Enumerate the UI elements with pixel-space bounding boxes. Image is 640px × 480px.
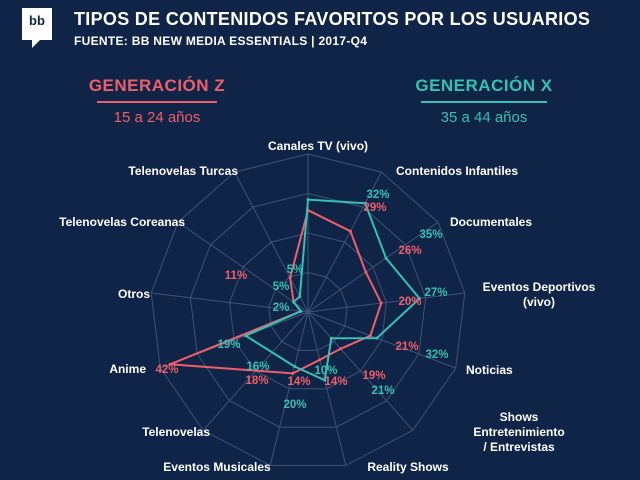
legend-gen-z-underline <box>97 101 217 103</box>
legend-gen-x-underline <box>421 101 547 103</box>
series-gen-z-point <box>168 362 172 366</box>
series-gen-x-point <box>306 198 310 202</box>
value-label-gen-z: 14% <box>324 376 347 388</box>
category-label: Anime <box>109 362 146 376</box>
series-gen-x-point <box>418 297 421 300</box>
grid-ring-1 <box>268 271 348 351</box>
series-gen-z-point <box>339 347 343 351</box>
legend-gen-x-age: 35 a 44 años <box>440 109 528 126</box>
series-gen-z-point <box>291 371 295 375</box>
category-label: Telenovelas <box>142 425 210 439</box>
series-gen-x-point <box>363 201 367 205</box>
value-label-gen-x: 19% <box>217 339 240 351</box>
series-gen-x-point <box>329 336 333 340</box>
radar-series <box>168 198 421 382</box>
value-label-gen-x: 5% <box>273 281 290 293</box>
series-gen-x-point <box>299 309 303 313</box>
grid-spoke <box>177 221 309 313</box>
value-label-gen-x: 10% <box>314 365 337 377</box>
category-label: Canales TV (vivo) <box>268 139 368 153</box>
series-gen-z-point <box>318 358 322 362</box>
grid-spoke <box>307 311 414 431</box>
value-label-gen-z: 20% <box>398 296 421 308</box>
grid-spoke <box>234 171 309 313</box>
series-gen-x-point <box>375 336 379 340</box>
grid-spoke <box>151 292 309 313</box>
category-label: Telenovelas Coreanas <box>59 215 185 229</box>
series-gen-x-point <box>298 295 302 298</box>
value-label-gen-x: 35% <box>419 229 442 241</box>
value-label-gen-x: 20% <box>283 399 306 411</box>
grid-ring-4 <box>150 153 466 466</box>
value-label-gen-z: 11% <box>225 270 247 282</box>
series-gen-z-point <box>288 276 292 280</box>
grid-spoke <box>307 171 382 313</box>
series-gen-x-point <box>384 256 388 260</box>
value-label-gen-x: 21% <box>371 385 394 397</box>
series-gen-x-point <box>292 300 296 304</box>
page-title: TIPOS DE CONTENIDOS FAVORITOS POR LOS US… <box>74 9 591 29</box>
value-label-gen-z: 19% <box>362 370 385 382</box>
category-label: Noticias <box>466 363 513 377</box>
logo-text: bb <box>29 13 45 28</box>
legend-gen-z-age: 15 a 24 años <box>113 109 201 126</box>
series-gen-z-point <box>368 334 372 338</box>
legend-gen-z: GENERACIÓN Z 15 a 24 años <box>82 76 232 126</box>
category-label: Eventos Musicales <box>163 460 271 474</box>
value-label-gen-x: 16% <box>246 361 269 373</box>
grid-spoke <box>307 221 439 313</box>
series-gen-z-point <box>364 270 368 274</box>
category-label: Shows Entretenimiento / Entrevistas <box>473 410 564 454</box>
series-gen-z-point <box>379 301 383 305</box>
grid-spoke <box>307 311 347 466</box>
legend-gen-z-name: GENERACIÓN Z <box>88 76 226 95</box>
category-label: Reality Shows <box>367 460 449 474</box>
grid-ring-3 <box>189 192 427 428</box>
category-label: Otros <box>118 287 150 301</box>
grid-ring-2 <box>229 232 387 390</box>
category-label: Eventos Deportivos (vivo) <box>483 280 596 309</box>
grid-spoke <box>307 311 456 369</box>
value-label-gen-z: 18% <box>245 375 268 387</box>
radar-labels: Canales TV (vivo) Contenidos Infantiles Do… <box>59 139 596 474</box>
value-label-gen-z: 21% <box>395 341 418 353</box>
grid-spoke <box>307 292 465 313</box>
value-label-gen-x: 32% <box>425 349 448 361</box>
value-label-gen-x: 2% <box>273 302 290 314</box>
value-label-gen-z: 26% <box>398 245 421 257</box>
series-gen-x-point <box>323 378 327 382</box>
category-label: Telenovelas Turcas <box>128 164 238 178</box>
value-label-gen-z: 42% <box>155 364 178 376</box>
value-label-gen-z: 14% <box>287 376 310 388</box>
value-label-gen-x: 27% <box>424 287 447 299</box>
series-gen-x-point <box>244 334 248 338</box>
category-label: Documentales <box>450 215 532 229</box>
value-label-gen-x: 32% <box>366 189 389 201</box>
radar-grid <box>150 153 466 466</box>
value-label-gen-z: 29% <box>363 202 386 214</box>
source-subtitle: FUENTE: BB NEW MEDIA ESSENTIALS | 2017-Q… <box>74 34 368 48</box>
legend-gen-x: GENERACIÓN X 35 a 44 años <box>404 76 564 126</box>
legend-gen-x-name: GENERACIÓN X <box>415 76 553 95</box>
brand-logo: bb <box>22 8 52 48</box>
series-gen-x-point <box>293 365 297 368</box>
series-gen-z-point <box>348 229 352 233</box>
category-label: Contenidos Infantiles <box>396 164 518 178</box>
value-label-gen-x: 5% <box>287 264 304 276</box>
grid-spoke <box>269 311 309 466</box>
